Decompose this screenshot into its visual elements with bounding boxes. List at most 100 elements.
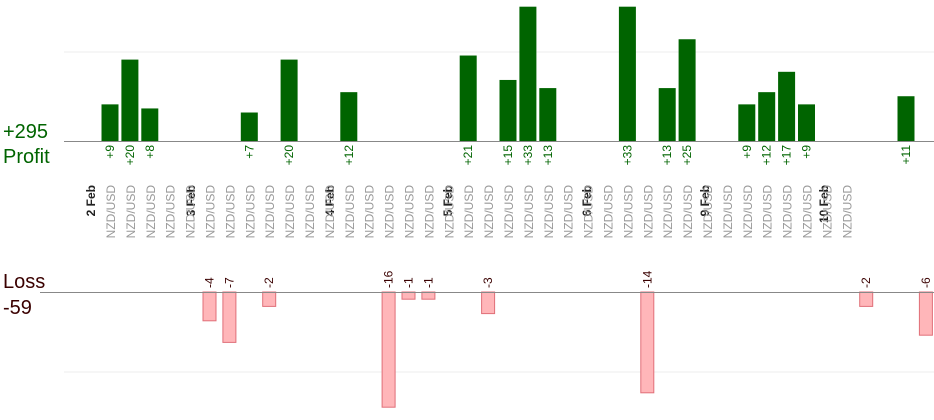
column-labels: 2 Feb NZD/USD NZD/USD NZD/USD 3 Feb NZD/USD NZ… [84, 185, 854, 239]
profit-bar [280, 59, 298, 141]
profit-bars [101, 6, 915, 141]
profit-value-label: +20 [282, 145, 296, 166]
pair-label: NZD/USD [323, 185, 337, 239]
pair-label: NZD/USD [602, 185, 616, 239]
profit-bar [499, 79, 517, 141]
loss-value-label: -14 [640, 270, 654, 288]
pair-label: NZD/USD [223, 185, 237, 239]
profit-value-label: +15 [501, 145, 515, 166]
loss-value-label: -2 [262, 277, 276, 288]
pair-label: NZD/USD [522, 185, 536, 239]
profit-value-label: +7 [242, 145, 256, 159]
profit-bar [678, 39, 696, 141]
loss-value-label: -7 [222, 277, 236, 288]
pair-label: NZD/USD [542, 185, 556, 239]
profit-value-label: +9 [740, 145, 754, 159]
loss-value-label: -2 [859, 277, 873, 288]
profit-bar [459, 55, 477, 141]
loss-bar [262, 291, 277, 307]
pair-label: NZD/USD [263, 185, 277, 239]
pair-label: NZD/USD [820, 185, 834, 239]
loss-bars [202, 291, 933, 408]
profit-value-label: +9 [800, 145, 814, 159]
date-label: 3 Feb [184, 185, 198, 216]
profit-bar [519, 6, 537, 141]
profit-bar [121, 59, 139, 141]
pair-label: NZD/USD [801, 185, 815, 239]
profit-bar [539, 88, 557, 141]
profit-bar [897, 96, 915, 141]
loss-value-label: -1 [421, 277, 435, 288]
profit-bar [618, 6, 636, 141]
value-labels: +9 +20 +8 +7 +20 +12 +21 +15 +33 +13 +33 +13 +25 +9 +1… [103, 145, 933, 288]
pair-label: NZD/USD [204, 185, 218, 239]
date-label: 10 Feb [817, 185, 831, 223]
loss-bar [859, 291, 874, 307]
profit-value-label: +13 [541, 145, 555, 166]
loss-bar [421, 291, 436, 300]
profit-value-label: +33 [620, 145, 634, 166]
pair-label: NZD/USD [761, 185, 775, 239]
date-label: 6 Feb [580, 185, 594, 216]
profit-bar [798, 104, 815, 141]
pair-label: NZD/USD [641, 185, 655, 239]
profit-value-label: +9 [103, 145, 117, 159]
profit-bar [738, 104, 756, 141]
profit-bar [340, 92, 358, 141]
profit-bar [658, 88, 676, 141]
pair-label: NZD/USD [621, 185, 635, 239]
loss-bar [202, 291, 217, 322]
profit-value-label: +33 [521, 145, 535, 166]
pair-label: NZD/USD [741, 185, 755, 239]
loss-total: -59 [3, 297, 32, 319]
pair-label: NZD/USD [343, 185, 357, 239]
loss-bar [222, 291, 237, 343]
date-label: 9 Feb [698, 185, 712, 216]
pair-label: NZD/USD [243, 185, 257, 239]
loss-bar [381, 291, 396, 408]
pair-label: NZD/USD [303, 185, 317, 239]
pair-label: NZD/USD [104, 185, 118, 239]
profit-value-label: +12 [760, 145, 774, 166]
pair-label: NZD/USD [184, 185, 198, 239]
pair-label: NZD/USD [562, 185, 576, 239]
profit-value-label: +21 [461, 145, 475, 166]
pair-label: NZD/USD [383, 185, 397, 239]
pair-label: NZD/USD [502, 185, 516, 239]
pair-label: NZD/USD [442, 185, 456, 239]
profit-value-label: +13 [660, 145, 674, 166]
profit-value-label: +20 [123, 145, 137, 166]
axes [40, 141, 934, 293]
loss-value-label: -4 [203, 277, 217, 288]
loss-value-label: -6 [919, 277, 933, 288]
profit-bar [778, 71, 796, 141]
pair-label: NZD/USD [124, 185, 138, 239]
loss-bar [640, 291, 655, 394]
loss-value-label: -3 [481, 277, 495, 288]
pair-label: NZD/USD [681, 185, 695, 239]
pair-label: NZD/USD [144, 185, 158, 239]
profit-label: Profit [3, 146, 50, 168]
pair-label: NZD/USD [781, 185, 795, 239]
date-label: 5 Feb [441, 185, 455, 216]
profit-value-label: +17 [780, 145, 794, 166]
pair-label: NZD/USD [403, 185, 417, 239]
pair-label: NZD/USD [721, 185, 735, 239]
pair-label: NZD/USD [661, 185, 675, 239]
pair-label: NZD/USD [462, 185, 476, 239]
pair-label: NZD/USD [283, 185, 297, 239]
pair-label: NZD/USD [840, 185, 854, 239]
pair-label: NZD/USD [482, 185, 496, 239]
profit-value-label: +8 [143, 145, 157, 159]
profit-bar [101, 104, 119, 141]
pair-label: NZD/USD [422, 185, 436, 239]
loss-bar [481, 291, 496, 315]
profit-bar [758, 92, 776, 141]
loss-bar [401, 291, 416, 300]
loss-bar [918, 291, 933, 336]
profit-total: +295 [3, 121, 48, 143]
profit-bar [240, 112, 258, 141]
profit-bar [141, 108, 159, 141]
loss-value-label: -16 [382, 270, 396, 288]
